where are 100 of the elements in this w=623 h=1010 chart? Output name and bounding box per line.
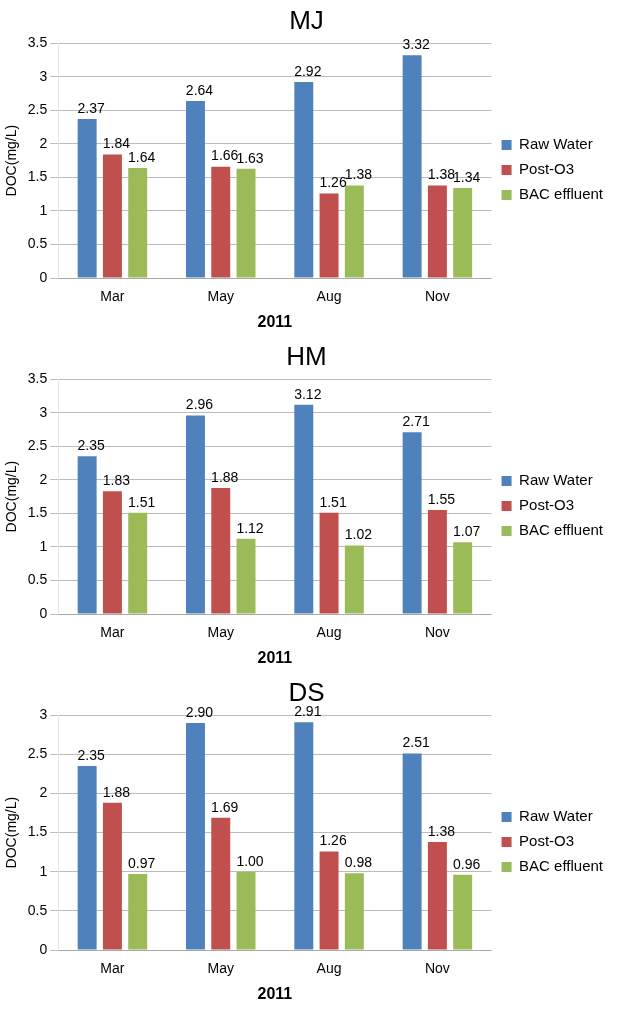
bar [128, 167, 148, 278]
data-label: 1.88 [102, 783, 131, 800]
y-axis-title: DOC(mg/L) [3, 796, 20, 869]
data-label: 3.12 [294, 385, 322, 402]
x-tick-label: May [207, 960, 234, 977]
bar [319, 512, 339, 614]
x-tick-label: Aug [316, 960, 342, 977]
bar [402, 55, 422, 278]
y-tick-label: 3.5 [27, 370, 48, 387]
bar [128, 512, 148, 614]
legend-label: Post-O3 [519, 160, 575, 178]
legend-label: BAC effluent [519, 521, 604, 539]
y-tick-label: 3 [39, 403, 48, 420]
bar [427, 841, 447, 950]
bar [77, 119, 97, 278]
data-label: 1.69 [211, 798, 239, 815]
bar [102, 802, 122, 950]
bar [236, 871, 256, 950]
bar [102, 154, 122, 278]
legend-label: BAC effluent [519, 185, 604, 203]
x-axis-title: 2011 [257, 984, 293, 1002]
bar [185, 723, 205, 950]
y-tick-label: 0.5 [27, 571, 48, 588]
y-tick-label: 3.5 [27, 34, 48, 51]
data-label: 2.64 [185, 81, 214, 98]
x-tick-label: Mar [100, 960, 125, 977]
bar [102, 491, 122, 614]
y-tick-label: 0.5 [27, 901, 48, 918]
bar [211, 817, 231, 950]
bar [319, 193, 339, 278]
legend-label: Post-O3 [519, 832, 575, 850]
legend-label: BAC effluent [519, 857, 604, 875]
data-label: 1.51 [319, 493, 347, 510]
data-label: 2.92 [294, 62, 322, 79]
data-label: 1.34 [453, 168, 481, 185]
data-label: 1.00 [236, 852, 264, 869]
bar [211, 487, 231, 614]
y-tick-label: 1 [39, 201, 48, 218]
bar [236, 168, 256, 278]
bar [294, 82, 314, 278]
data-label: 1.83 [102, 472, 131, 489]
data-label: 2.96 [185, 396, 214, 413]
y-tick-label: 0 [39, 268, 48, 285]
bar [236, 538, 256, 614]
y-axis-title: DOC(mg/L) [3, 460, 20, 533]
y-tick-label: 1.5 [27, 504, 48, 521]
bar [185, 100, 205, 278]
y-tick-label: 3 [39, 67, 48, 84]
chart-title: MJ [289, 4, 324, 35]
data-label: 1.51 [128, 493, 156, 510]
x-axis-title: 2011 [257, 312, 293, 330]
data-label: 1.12 [236, 519, 264, 536]
x-tick-label: Nov [424, 624, 450, 641]
data-label: 1.64 [128, 148, 156, 165]
data-label: 1.26 [319, 832, 347, 849]
y-tick-label: 2 [39, 470, 48, 487]
data-label: 1.38 [427, 822, 456, 839]
legend-label: Raw Water [519, 135, 593, 153]
y-tick-label: 1.5 [27, 168, 48, 185]
y-tick-label: 2.5 [27, 437, 48, 454]
bar [453, 542, 473, 614]
y-tick-label: 1.5 [27, 823, 48, 840]
bar [453, 188, 473, 278]
x-tick-label: Aug [316, 288, 342, 305]
data-label: 2.35 [77, 746, 105, 763]
bar [77, 766, 97, 950]
data-label: 2.37 [77, 99, 105, 116]
bar [402, 432, 422, 614]
data-label: 1.84 [102, 135, 131, 152]
y-tick-label: 2.5 [27, 745, 48, 762]
x-tick-label: Mar [100, 624, 125, 641]
y-tick-label: 2.5 [27, 101, 48, 118]
bar [77, 456, 97, 614]
data-label: 0.97 [128, 854, 156, 871]
data-label: 2.35 [77, 437, 105, 454]
bar [427, 185, 447, 278]
data-label: 1.07 [453, 523, 481, 540]
data-label: 1.55 [427, 490, 456, 507]
data-label: 0.98 [344, 854, 373, 871]
data-label: 1.63 [236, 149, 264, 166]
data-label: 1.26 [319, 174, 347, 191]
data-label: 1.88 [211, 468, 239, 485]
bar [402, 753, 422, 950]
bar [344, 873, 364, 950]
bar [427, 510, 447, 614]
bar [453, 874, 473, 950]
y-tick-label: 3 [39, 706, 48, 723]
bar [319, 851, 339, 950]
x-tick-label: Nov [424, 288, 450, 305]
y-tick-label: 0 [39, 604, 48, 621]
y-tick-label: 2 [39, 134, 48, 151]
bar [211, 166, 231, 278]
data-label: 3.32 [402, 36, 430, 53]
chart-title: HM [286, 340, 327, 371]
legend-label: Raw Water [519, 807, 593, 825]
bar [344, 185, 364, 278]
legend-label: Post-O3 [519, 496, 575, 514]
y-axis-title: DOC(mg/L) [3, 124, 20, 197]
data-label: 2.51 [402, 734, 430, 751]
x-tick-label: Aug [316, 624, 342, 641]
